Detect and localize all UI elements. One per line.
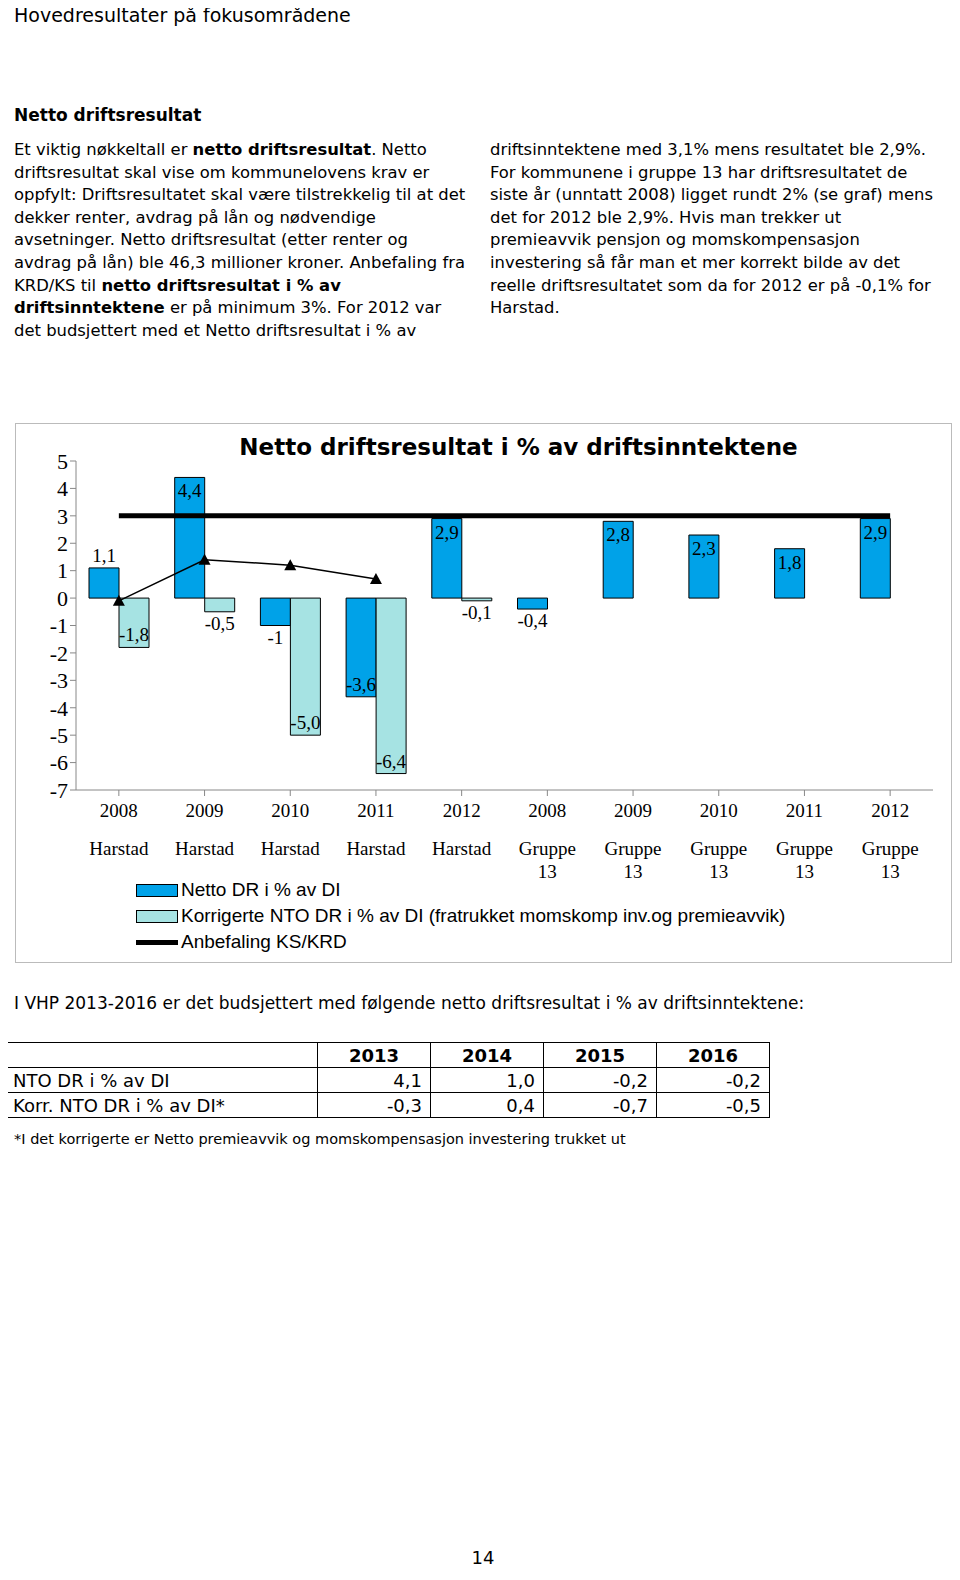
html-text:14: 14 (471, 1547, 495, 1568)
svg-text:2011: 2011 (357, 800, 394, 821)
html-text:Korr. NTO DR i % av DI*: Korr. NTO DR i % av DI* (13, 1094, 225, 1116)
html-text:2014: 2014 (461, 1044, 512, 1066)
svg-text:3: 3 (57, 504, 68, 529)
html-text:Netto DR i % av DI: Netto DR i % av DI (181, 879, 341, 900)
html-text:*I det korrigerte er Netto pre: *I det korrigerte er Netto premieavvik o… (14, 1131, 626, 1147)
svg-text:2010: 2010 (700, 800, 738, 821)
svg-text:-7: -7 (50, 778, 68, 803)
svg-text:-0,1: -0,1 (462, 602, 492, 623)
svg-text:-1,8: -1,8 (119, 624, 149, 645)
svg-text:-6,4: -6,4 (376, 751, 407, 772)
svg-text:2009: 2009 (614, 800, 652, 821)
svg-text:2011: 2011 (786, 800, 823, 821)
svg-text:Gruppe: Gruppe (862, 838, 919, 859)
html-text:-0,7: -0,7 (612, 1094, 648, 1116)
svg-text:-1: -1 (267, 627, 283, 648)
svg-text:4: 4 (57, 476, 68, 501)
svg-text:0: 0 (57, 586, 68, 611)
html-text:1,0: 1,0 (506, 1069, 535, 1091)
svg-text:5: 5 (57, 449, 68, 474)
html-text:2013: 2013 (348, 1044, 399, 1066)
svg-text:Gruppe: Gruppe (776, 838, 833, 859)
svg-text:Harstad: Harstad (261, 838, 321, 859)
html-text:Korrigerte NTO DR i % av DI (f: Korrigerte NTO DR i % av DI (fratrukket … (181, 905, 786, 926)
svg-text:-3: -3 (50, 668, 68, 693)
svg-text:2: 2 (57, 531, 68, 556)
svg-text:Gruppe: Gruppe (605, 838, 662, 859)
svg-text:Gruppe: Gruppe (690, 838, 747, 859)
html-text:Netto driftsresultat i % av dr: Netto driftsresultat i % av driftsinntek… (239, 434, 798, 460)
svg-text:1,1: 1,1 (92, 545, 116, 566)
svg-text:Harstad: Harstad (432, 838, 492, 859)
svg-text:13: 13 (709, 861, 728, 882)
svg-text:1: 1 (57, 558, 68, 583)
html-text:I VHP 2013-2016 er det budsjet: I VHP 2013-2016 er det budsjettert med f… (14, 993, 805, 1013)
html-text:0,4: 0,4 (506, 1094, 535, 1116)
html-text:Et viktig nøkkeltall er netto: Et viktig nøkkeltall er netto driftsresu… (14, 140, 933, 340)
svg-text:-3,6: -3,6 (346, 674, 376, 695)
svg-text:Harstad: Harstad (89, 838, 149, 859)
svg-text:1,8: 1,8 (778, 552, 802, 573)
html-text:-0,5: -0,5 (725, 1094, 761, 1116)
svg-text:13: 13 (795, 861, 814, 882)
html-text:2015: 2015 (574, 1044, 625, 1066)
svg-text:13: 13 (881, 861, 900, 882)
svg-text:Harstad: Harstad (346, 838, 406, 859)
svg-text:2,9: 2,9 (863, 522, 887, 543)
svg-text:2010: 2010 (271, 800, 309, 821)
html-text:NTO DR i % av DI: NTO DR i % av DI (13, 1069, 170, 1091)
svg-text:4,4: 4,4 (178, 480, 202, 501)
svg-text:-0,5: -0,5 (205, 613, 235, 634)
svg-text:-0,4: -0,4 (517, 610, 548, 631)
html-text:-0,2: -0,2 (612, 1069, 648, 1091)
html-text:-0,3: -0,3 (386, 1094, 422, 1116)
svg-text:-5: -5 (50, 723, 68, 748)
html-text:2016: 2016 (687, 1044, 738, 1066)
svg-text:2008: 2008 (528, 800, 566, 821)
svg-text:2012: 2012 (871, 800, 909, 821)
svg-text:-6: -6 (50, 750, 68, 775)
svg-text:2,8: 2,8 (606, 524, 630, 545)
html-text:Hovedresultater på fokusområde: Hovedresultater på fokusområdene (14, 4, 351, 26)
svg-text:-2: -2 (50, 641, 68, 666)
svg-text:13: 13 (624, 861, 643, 882)
html-text:4,1: 4,1 (393, 1069, 422, 1091)
svg-text:-5,0: -5,0 (290, 712, 320, 733)
html-text:-0,2: -0,2 (725, 1069, 761, 1091)
html-text:Netto driftsresultat: Netto driftsresultat (14, 105, 202, 125)
svg-text:2009: 2009 (186, 800, 224, 821)
svg-text:Gruppe: Gruppe (519, 838, 576, 859)
svg-text:2,3: 2,3 (692, 538, 716, 559)
svg-text:2,9: 2,9 (435, 522, 459, 543)
svg-text:Harstad: Harstad (175, 838, 235, 859)
svg-text:-1: -1 (50, 613, 68, 638)
svg-text:2008: 2008 (100, 800, 138, 821)
svg-text:-4: -4 (50, 696, 68, 721)
html-text:Anbefaling KS/KRD: Anbefaling KS/KRD (181, 931, 347, 952)
svg-text:13: 13 (538, 861, 557, 882)
svg-text:2012: 2012 (443, 800, 481, 821)
